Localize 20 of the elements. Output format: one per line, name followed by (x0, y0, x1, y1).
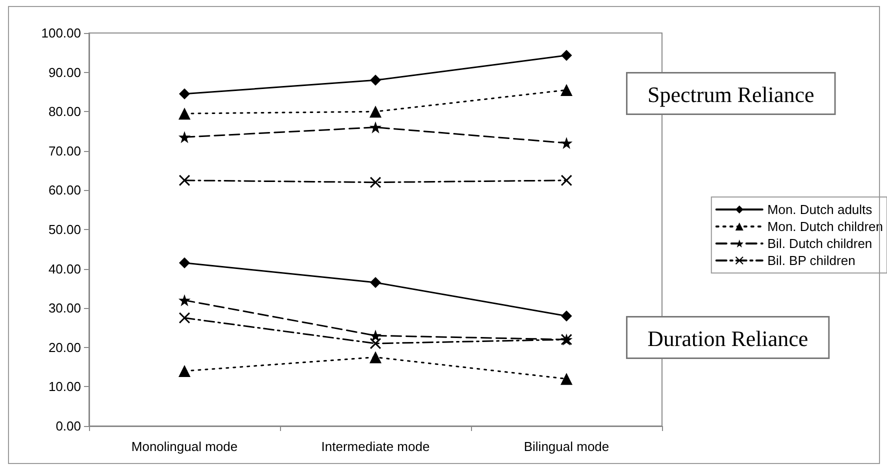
y-tick-label: 40.00 (48, 261, 81, 276)
legend-label: Mon. Dutch children (767, 219, 884, 234)
x-tick-label: Monolingual mode (131, 439, 238, 454)
y-tick-label: 90.00 (48, 64, 81, 80)
y-tick-label: 80.00 (48, 104, 81, 120)
y-tick-label: 60.00 (48, 182, 81, 198)
y-tick-label: 20.00 (48, 340, 81, 355)
y-tick-label: 30.00 (48, 300, 81, 316)
y-tick-label: 0.00 (56, 418, 81, 434)
annotation: Duration Reliance (648, 326, 808, 351)
x-tick-label: Bilingual mode (524, 439, 610, 454)
legend-label: Bil. BP children (767, 253, 856, 268)
x-tick-label: Intermediate mode (321, 439, 430, 454)
y-tick-label: 100.00 (41, 26, 81, 40)
y-tick-label: 70.00 (48, 143, 81, 158)
y-tick-label: 50.00 (48, 222, 81, 237)
y-tick-label: 10.00 (48, 379, 81, 394)
legend-label: Bil. Dutch children (767, 236, 872, 251)
legend-label: Mon. Dutch adults (767, 202, 873, 217)
annotation: Spectrum Reliance (648, 82, 814, 107)
